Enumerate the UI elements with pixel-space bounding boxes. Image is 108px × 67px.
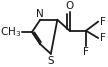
Text: F: F [100, 17, 106, 27]
Text: F: F [100, 33, 106, 43]
Text: F: F [83, 47, 89, 57]
Text: O: O [65, 1, 74, 11]
Text: S: S [48, 56, 54, 66]
Text: N: N [36, 9, 44, 19]
Text: CH$_3$: CH$_3$ [0, 25, 21, 39]
